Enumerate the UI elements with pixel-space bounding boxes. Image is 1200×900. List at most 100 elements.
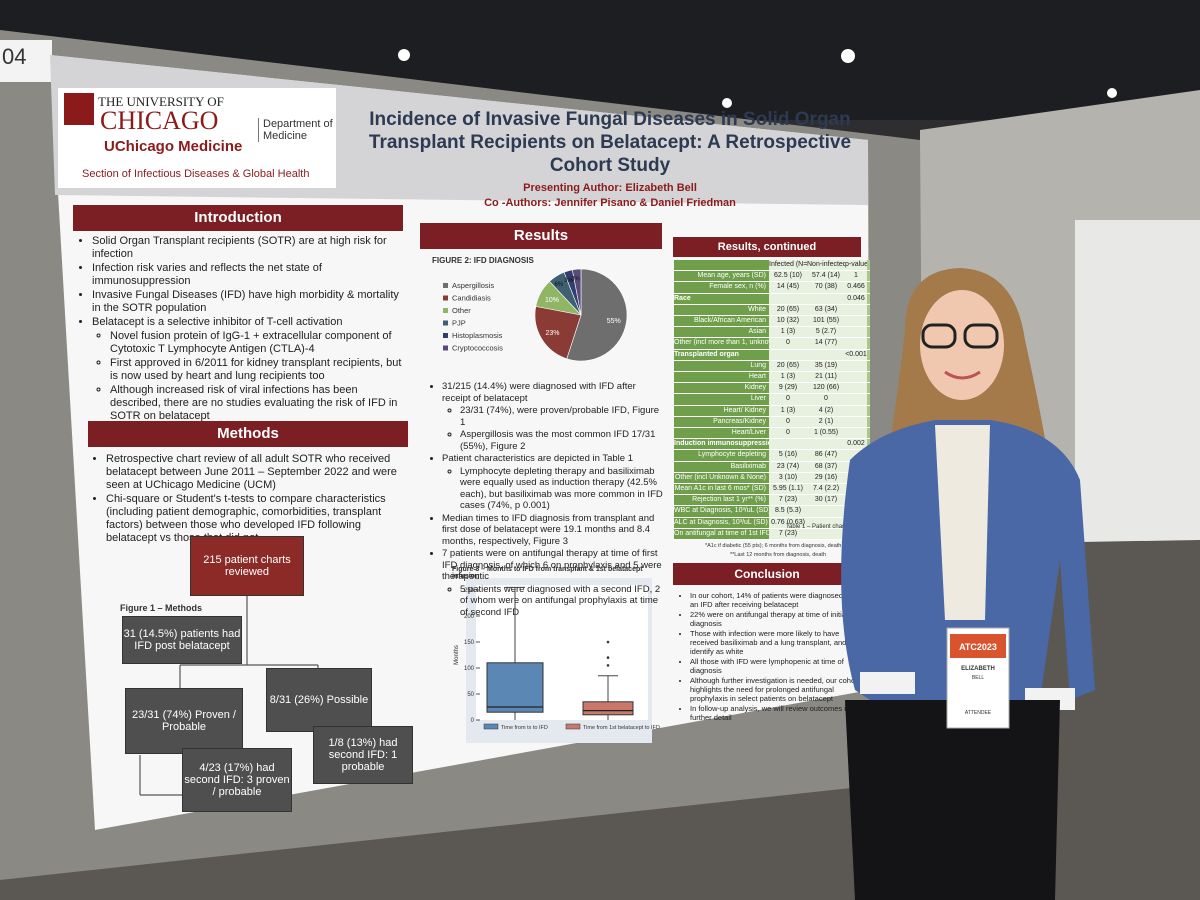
legend-label: Other [452,306,471,315]
bullet: In follow-up analysis, we will review ou… [690,704,862,722]
cell: Induction immunosuppression [674,439,769,450]
cell: Mean A1c in last 6 mos* (SD) [674,484,769,495]
cell [845,372,867,383]
outlier [606,664,610,667]
table-row: Female sex, n (%) 14 (45) 70 (38) 0.466 [674,282,870,294]
bullet: Invasive Fungal Diseases (IFD) have high… [92,289,408,315]
legend-swatch [483,723,499,730]
cell: 0.002 [845,439,867,450]
cell: Lung [674,360,769,372]
cell [845,316,867,327]
cell: 0.466 [845,282,867,293]
sub-list: Lymphocyte depleting therapy and basilix… [442,466,664,512]
bullet-text: Solid Organ Transplant recipients (SOTR)… [92,235,387,260]
badge-first: ELIZABETH [961,666,995,672]
cell: 0 [769,428,807,439]
crest [64,93,94,125]
bullet: Retrospective chart review of all adult … [106,453,410,492]
cell [769,439,807,450]
cell: 29 (16) [807,472,845,484]
brand: UChicago Medicine [104,138,243,155]
section-heading: Conclusion [673,563,861,585]
cell [845,327,867,338]
box [582,701,634,716]
cell: 10 (32) [769,316,807,327]
cell: 63 (34) [807,304,845,316]
cell: 120 (66) [807,383,845,394]
y-tick-label: 250 [464,588,475,594]
cell [674,260,769,271]
sub-list: Novel fusion protein of IgG-1 + extracel… [92,330,408,423]
outlier [606,640,610,644]
cell: ALC at Diagnosis, 10³/uL (SD) [674,517,769,528]
department: Department of Medicine [258,118,335,142]
sub-bullet: Lymphocyte depleting therapy and basilix… [460,466,664,512]
light [722,98,732,108]
cell: Heart/ Kidney [674,405,769,416]
legend-swatch [443,283,448,288]
outlier [606,656,610,659]
slice-label: 23% [545,330,559,337]
figure-title: Figure 1 – Methods [120,603,203,613]
badge-role: ATTENDEE [965,710,992,716]
cell: 35 (19) [807,360,845,372]
cell: 5 (16) [769,450,807,461]
cell [807,506,845,517]
bullet-text: Belatacept is a selective inhibitor of T… [92,316,343,328]
flow-node: 8/31 (26%) Possible [266,668,372,732]
bullet-text: Patient characteristics are depicted in … [442,453,633,464]
slice-label: 6% [554,282,563,288]
presenting-author: Presenting Author: Elizabeth Bell [523,182,697,194]
cell: 70 (38) [807,282,845,293]
y-tick-label: 50 [467,692,474,698]
bullet-text: In follow-up analysis, we will review ou… [690,704,851,722]
cell: 1 (3) [769,327,807,338]
cell: 4 (2) [807,405,845,416]
y-tick-label: 0 [471,718,475,724]
y-axis-label: Months [454,645,460,665]
face [920,290,1004,400]
y-tick-label: 200 [464,614,475,620]
badge-band [950,634,1006,658]
bullet-text: Median times to IFD diagnosis from trans… [442,512,655,547]
legend-swatch [443,333,448,338]
cell: Rejection last 1 yr** (%) [674,495,769,506]
cell: White [674,304,769,316]
cell: 86 (47) [807,450,845,461]
cuff [860,672,915,694]
cell [769,293,807,304]
cell: 21 (11) [807,372,845,383]
lens [921,323,957,349]
table-row: Asian 1 (3) 5 (2.7) [674,327,870,339]
cell: 5.95 (1.1) [769,484,807,495]
table-row: White 20 (65) 63 (34) [674,304,870,317]
cell: 1 [845,271,867,282]
cell [807,349,845,360]
sub-bullet: Novel fusion protein of IgG-1 + extracel… [110,330,408,356]
cell: Kidney [674,383,769,394]
bullet: All those with IFD were lymphopenic at t… [690,657,862,675]
bullet-text: 7 patients were on antifungal therapy at… [442,548,662,582]
legend-label: Histoplasmosis [452,331,503,340]
cell: 0.76 (0.63) [769,517,807,528]
badge-last: BELL [972,675,984,681]
bullet: Infection risk varies and reflects the n… [92,262,408,288]
cell: 57.4 (14) [807,271,845,282]
legend-label: PJP [452,319,466,328]
cell: 14 (77) [807,338,845,349]
section: Section of Infectious Diseases & Global … [82,168,310,180]
lens [963,323,999,349]
cell: 62.5 (10) [769,271,807,282]
cell [845,383,867,394]
bullet-text: 31/215 (14.4%) were diagnosed with IFD a… [442,381,636,404]
cell: Liver [674,394,769,405]
cell: On antifungal at time of 1st IFD [674,528,769,540]
table-row: Race 0.046 [674,293,870,305]
bullet-list: In our cohort, 14% of patients were diag… [676,591,862,722]
cell: 5 (2.7) [807,327,845,338]
cell: 0 [769,416,807,428]
cell: Mean age, years (SD) [674,271,769,282]
cell: 7 (23) [769,495,807,506]
